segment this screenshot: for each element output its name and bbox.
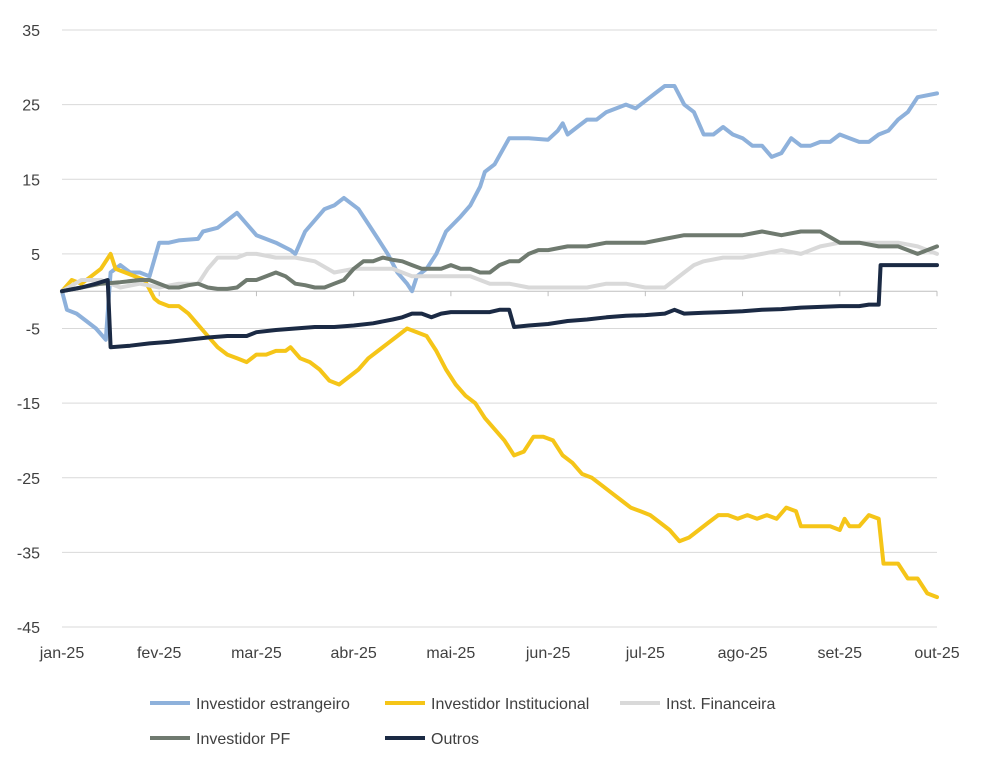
x-tick-label: out-25 <box>914 645 959 662</box>
y-tick-label: -45 <box>17 620 40 637</box>
y-tick-label: 5 <box>31 247 40 264</box>
legend-label: Investidor Institucional <box>431 696 589 713</box>
x-tick-label: jan-25 <box>39 645 85 662</box>
y-tick-label: 25 <box>22 98 40 115</box>
legend-label: Inst. Financeira <box>666 696 775 713</box>
series-line <box>60 84 939 342</box>
x-tick-label: jun-25 <box>525 645 571 662</box>
x-tick-label: mai-25 <box>426 645 475 662</box>
gridlines <box>62 29 937 628</box>
y-tick-label: -25 <box>17 471 40 488</box>
legend-label: Investidor PF <box>196 731 290 748</box>
y-tick-label: -15 <box>17 396 40 413</box>
y-tick-label: 35 <box>22 23 40 40</box>
legend-label: Outros <box>431 731 479 748</box>
x-tick-label: fev-25 <box>137 645 182 662</box>
y-tick-label: 15 <box>22 172 40 189</box>
plot-area <box>60 84 939 600</box>
x-tick-label: abr-25 <box>331 645 377 662</box>
x-tick-label: set-25 <box>818 645 863 662</box>
axes: 35 25 15 5 -5 -15 -25 -35 -45 jan-25 fev-25 mar-25 a… <box>17 23 960 662</box>
y-tick-label: -5 <box>26 322 40 339</box>
series-line <box>60 229 939 294</box>
series-line <box>60 251 939 600</box>
legend: Investidor estrangeiro Investidor Institu… <box>150 696 775 748</box>
x-tick-label: mar-25 <box>231 645 282 662</box>
legend-label: Investidor estrangeiro <box>196 696 350 713</box>
y-tick-label: -35 <box>17 545 40 562</box>
series-line <box>60 240 939 294</box>
x-tick-label: jul-25 <box>625 645 665 662</box>
series-line <box>60 263 939 350</box>
x-tick-label: ago-25 <box>718 645 768 662</box>
